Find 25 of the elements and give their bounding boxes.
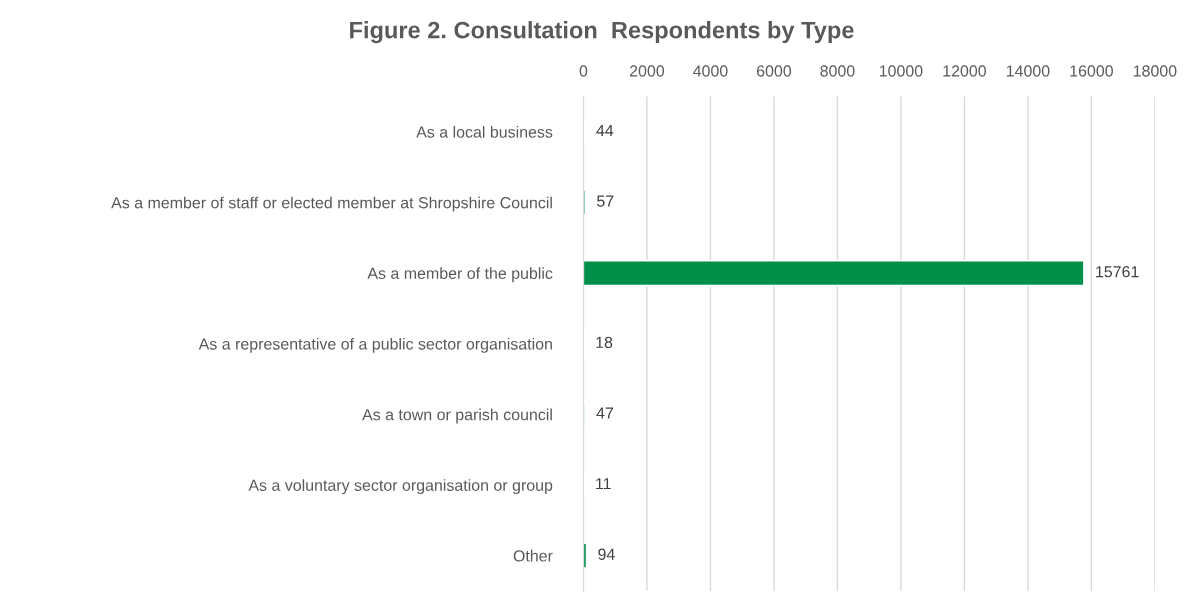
data-label: 15761 [1096,266,1139,278]
x-tick-label: 0 [579,65,588,77]
y-tick-label: As a local business [416,126,553,138]
x-tick-label: 16000 [1070,65,1113,77]
x-tick-label: 12000 [943,65,986,77]
data-label: 57 [597,195,614,207]
data-label: 44 [596,124,614,136]
y-tick-label: Other [513,549,553,562]
x-tick-label: 14000 [1006,65,1050,77]
x-tick-label: 4000 [693,65,728,77]
x-tick-label: 10000 [879,65,923,77]
data-label: 94 [598,548,615,560]
chart-title: Figure 2. Consultation Respondents by Type [350,21,854,44]
y-tick-label: As a voluntary sector organisation or group [248,479,553,495]
x-tick-label: 6000 [756,65,792,77]
y-tick-label: As a town or parish council [362,408,552,424]
x-tick-label: 2000 [629,65,665,77]
y-tick-label: As a member of the public [367,267,553,283]
data-label: 18 [596,336,613,348]
x-tick-label: 18000 [1133,65,1177,77]
data-label: 47 [596,407,614,419]
x-tick-label: 8000 [820,65,855,77]
y-tick-label: As a member of staff or elected member at Shropshire Council [111,196,552,212]
y-tick-label: As a representative of a public sector organisation [198,337,552,353]
data-label: 11 [596,478,611,490]
